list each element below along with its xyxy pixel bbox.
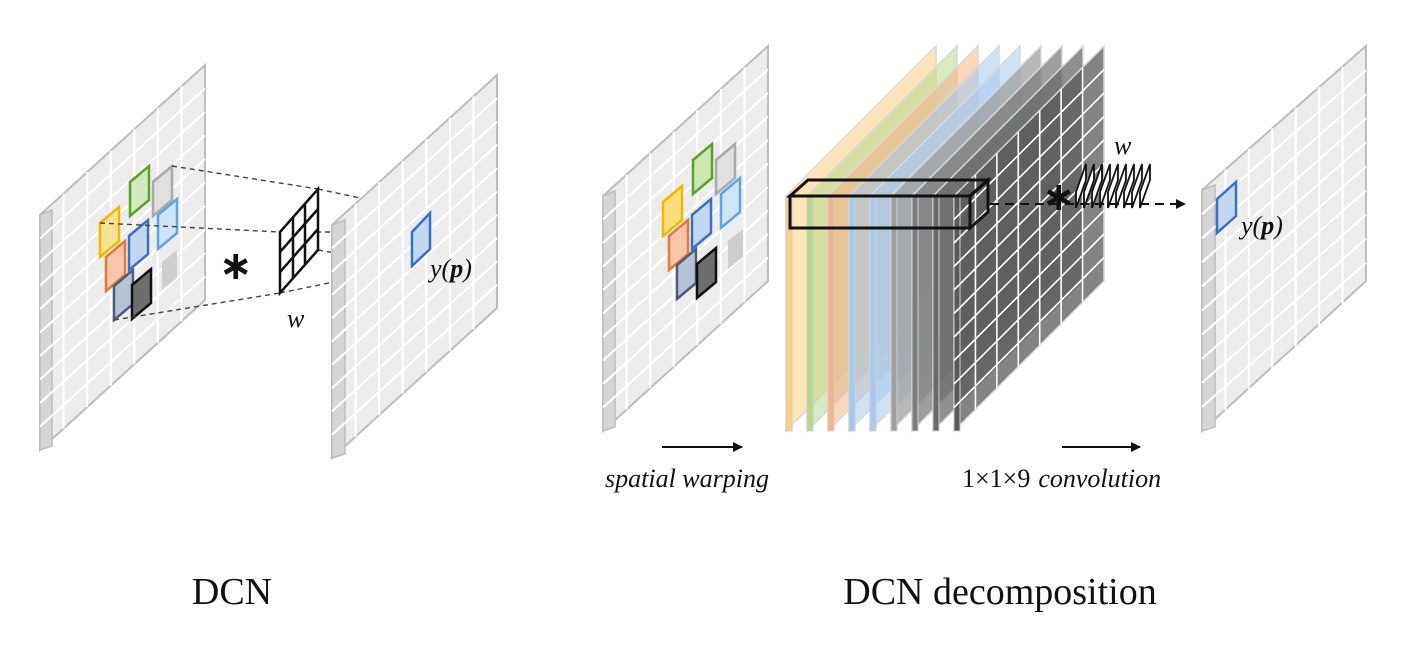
left-output-pixel [410, 209, 432, 269]
grid-line [39, 111, 206, 263]
stack-slice-edge [785, 195, 793, 432]
grid-line [602, 256, 769, 409]
grid-line [953, 115, 1105, 268]
grid-line [1201, 262, 1367, 408]
grid-line [1201, 165, 1367, 312]
sample-faint [162, 250, 177, 290]
kernel-plate [1139, 163, 1151, 209]
sample-orange [104, 238, 127, 294]
grid-line [39, 275, 206, 428]
left-caption: DCN [192, 571, 272, 613]
grid-line [1201, 213, 1367, 360]
stack-slice-edge [869, 195, 877, 432]
sample-yellow [98, 204, 121, 260]
right-operator-star: ∗ [1042, 174, 1076, 220]
grid-line [602, 115, 769, 268]
kernel-plate [1107, 163, 1119, 209]
kernel-plate [1131, 163, 1143, 209]
grid-line [331, 97, 498, 250]
right-kernel-1x1x9 [1075, 163, 1151, 209]
right-kernel-label: w [1114, 131, 1132, 160]
sample-gray [151, 163, 174, 219]
sample-lightblue [156, 196, 179, 252]
sample-blue [127, 217, 150, 273]
kernel-plate [1091, 163, 1103, 209]
kernel-plate [1075, 163, 1087, 209]
stack-slice-edge [932, 195, 940, 432]
grid-line [953, 256, 1105, 409]
sampled-column-box [786, 176, 992, 232]
sample-green [128, 163, 151, 219]
stack-slice-edge [827, 195, 835, 432]
grid-line [331, 120, 498, 273]
grid-line [1201, 141, 1367, 288]
kernel-plate [1123, 163, 1135, 209]
grid-line [331, 214, 498, 366]
kernel-plate [1115, 163, 1127, 209]
right-output-label: y(p) [1238, 211, 1283, 240]
kernel-plate [1083, 163, 1095, 209]
grid-line [39, 87, 206, 240]
grid-line [602, 92, 769, 244]
grid-line [953, 68, 1105, 221]
grid-line [1201, 189, 1367, 336]
left-sampling-points [98, 163, 179, 323]
grid-line [602, 68, 769, 221]
kernel-plate [1099, 163, 1111, 209]
grid-line [331, 260, 498, 413]
right-caption: DCN decomposition [843, 571, 1156, 613]
warped-feature-stack [785, 44, 1105, 433]
left-output-label: y(p) [427, 254, 472, 283]
grid-line [953, 233, 1105, 385]
stack-slice-edge [890, 195, 898, 432]
conv-label: 1×1×9 convolution [962, 464, 1161, 493]
right-sampling-points [661, 141, 743, 302]
grid-line [953, 139, 1105, 291]
grid-line [953, 186, 1105, 338]
right-output-pixel [1215, 179, 1238, 236]
left-kernel-grid [278, 185, 320, 297]
grid-line [39, 252, 206, 404]
grid-line [39, 158, 206, 310]
grid-line [602, 139, 769, 291]
grid-line [1201, 117, 1367, 264]
left-kernel-label: w [287, 304, 305, 333]
left-operator-star: ∗ [219, 243, 253, 289]
grid-line [331, 144, 498, 296]
stack-slice-edge [806, 195, 814, 432]
grid-line [953, 209, 1105, 362]
grid-line [39, 134, 206, 287]
grid-line [1201, 238, 1367, 384]
warp-label: spatial warping [605, 464, 769, 493]
stack-slice-edge [848, 195, 856, 432]
stack-slice-edge [911, 195, 919, 432]
grid-line [331, 190, 498, 343]
left-output-feature-map [331, 72, 498, 461]
sample-dark [130, 266, 153, 322]
right-output-feature-map [1201, 43, 1367, 434]
grid-line [331, 283, 498, 436]
grid-line [331, 237, 498, 389]
